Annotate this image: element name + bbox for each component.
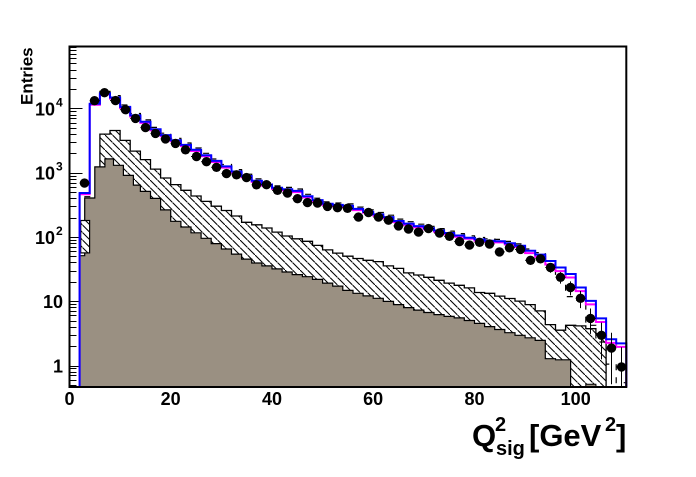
svg-text:10: 10 xyxy=(43,292,63,312)
svg-text:3: 3 xyxy=(56,160,63,174)
svg-text:2: 2 xyxy=(56,224,63,238)
svg-text:4: 4 xyxy=(56,95,63,109)
svg-text:10: 10 xyxy=(35,164,55,184)
svg-text:1: 1 xyxy=(53,357,63,377)
svg-text:10: 10 xyxy=(35,99,55,119)
svg-text:40: 40 xyxy=(262,389,282,409)
svg-text:Entries: Entries xyxy=(18,47,37,105)
svg-text:]: ] xyxy=(616,418,626,453)
svg-text:Q: Q xyxy=(472,418,496,453)
svg-text:60: 60 xyxy=(363,389,383,409)
svg-text:100: 100 xyxy=(561,389,591,409)
svg-text:2: 2 xyxy=(495,414,506,436)
svg-text:10: 10 xyxy=(35,228,55,248)
svg-text:sig: sig xyxy=(496,438,525,460)
svg-text:80: 80 xyxy=(464,389,484,409)
svg-text:20: 20 xyxy=(161,389,181,409)
svg-text:2: 2 xyxy=(605,414,616,436)
svg-text:0: 0 xyxy=(64,389,74,409)
svg-text:[GeV: [GeV xyxy=(529,418,602,453)
